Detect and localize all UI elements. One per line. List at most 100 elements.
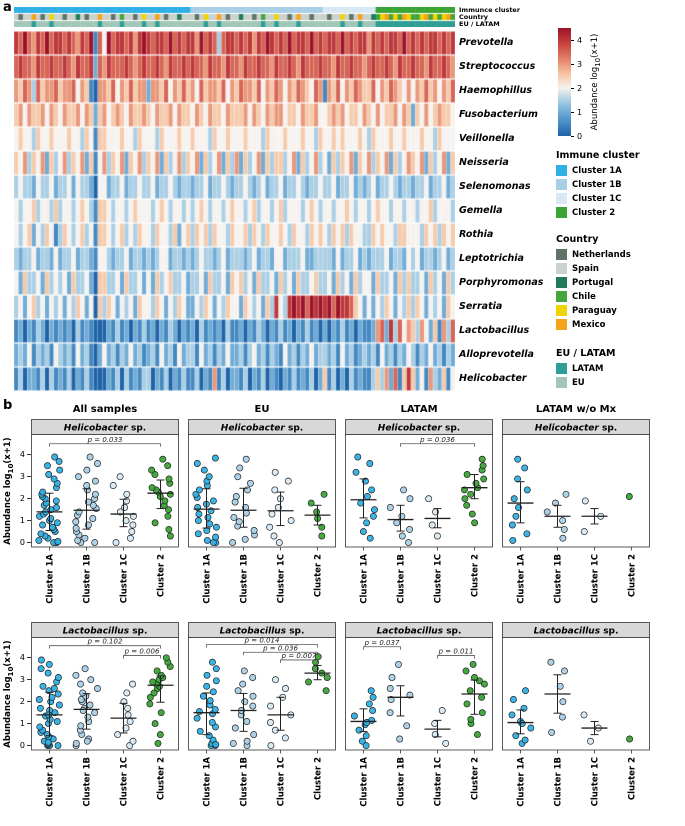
data-point <box>249 674 257 681</box>
data-point <box>463 471 471 478</box>
legend-entry: Cluster 1A <box>556 164 622 177</box>
y-tickmark <box>27 476 31 478</box>
data-point <box>91 477 99 485</box>
legend-label: Netherlands <box>572 249 631 260</box>
data-point <box>350 712 358 720</box>
x-tick-label: Cluster 2 <box>314 757 324 800</box>
heatmap-row-label: Streptococcus <box>459 61 536 72</box>
data-point <box>371 506 378 514</box>
data-point <box>72 671 80 679</box>
legend-swatch <box>556 193 567 204</box>
data-point <box>467 490 475 498</box>
y-tick-label: 3 <box>19 472 25 482</box>
data-point <box>55 457 63 465</box>
heatmap-canvas <box>14 31 455 391</box>
data-point <box>387 696 395 703</box>
data-point <box>249 692 257 700</box>
p-value-label: p = 0.033 <box>87 436 123 444</box>
data-point <box>35 696 43 703</box>
data-point <box>91 709 99 717</box>
data-point <box>206 697 214 705</box>
data-point <box>403 722 411 730</box>
colorbar-tick-label: 1 <box>577 107 583 117</box>
data-point <box>53 504 60 511</box>
strip-plot: Lactobacillus sp. Cluster 1A Cluster 1B Clu… <box>31 622 179 807</box>
annotation-bars <box>14 7 455 27</box>
data-point <box>200 466 208 474</box>
x-tick-label: Cluster 1A <box>517 757 527 807</box>
x-tick-label: Cluster 2 <box>157 554 167 597</box>
data-point <box>162 654 170 662</box>
data-point <box>77 722 85 730</box>
p-value-label: p = 0.036 <box>419 436 455 444</box>
data-point <box>194 517 202 525</box>
legend-label: Cluster 1B <box>572 179 622 190</box>
data-point <box>241 535 249 543</box>
panel-a-label: a <box>3 0 12 15</box>
data-point <box>463 501 471 509</box>
subplot-title: Helicobacter sp. <box>535 424 617 434</box>
data-point <box>231 724 239 732</box>
x-tick-label: Cluster 1B <box>554 554 564 604</box>
data-point <box>211 454 219 462</box>
data-point <box>543 508 551 516</box>
data-point <box>369 512 377 520</box>
data-point <box>39 488 47 496</box>
data-point <box>243 737 251 745</box>
legend-title: Country <box>556 234 599 245</box>
x-tick-label: Cluster 1C <box>591 554 601 603</box>
x-tick-label: Cluster 2 <box>314 554 324 597</box>
y-tickmark <box>27 723 31 725</box>
data-point <box>523 486 531 494</box>
data-point <box>562 490 570 498</box>
colorbar-tick-label: 3 <box>577 59 583 69</box>
data-point <box>166 490 174 498</box>
p-value-label: p = 0.011 <box>438 648 474 656</box>
data-point <box>480 475 488 483</box>
data-point <box>196 727 204 735</box>
p-value-label: p = 0.006 <box>124 648 160 656</box>
legend-title: EU / LATAM <box>556 348 616 359</box>
data-point <box>37 530 45 538</box>
data-point <box>558 713 566 721</box>
data-point <box>509 536 517 544</box>
legend-entry: LATAM <box>556 362 604 375</box>
heatmap-row-label: Helicobacter <box>459 373 527 384</box>
data-point <box>39 682 47 690</box>
y-tickmark <box>27 679 31 681</box>
y-tick-label: 0 <box>19 538 25 548</box>
data-point <box>241 698 249 706</box>
data-point <box>406 525 414 533</box>
legend-swatch <box>556 363 567 374</box>
data-point <box>194 530 202 538</box>
data-point <box>148 484 156 492</box>
x-tick-label: Cluster 1B <box>397 757 407 807</box>
data-point <box>363 719 371 726</box>
data-point <box>243 718 251 725</box>
data-point <box>91 539 99 547</box>
colorbar-tickmark <box>571 39 574 41</box>
data-point <box>393 519 401 527</box>
colorbar-tick-label: 0 <box>577 131 583 141</box>
data-point <box>580 711 588 719</box>
data-point <box>56 466 64 474</box>
data-point <box>552 499 559 507</box>
data-point <box>425 495 433 503</box>
data-point <box>122 724 130 732</box>
significance-bracket <box>206 644 318 648</box>
data-point <box>124 711 132 719</box>
colorbar-tick-label: 4 <box>577 35 583 45</box>
data-point <box>547 658 555 666</box>
legend-label: Cluster 1A <box>572 165 622 176</box>
data-point <box>358 737 366 745</box>
data-point <box>211 705 219 713</box>
data-point <box>362 742 370 750</box>
data-point <box>307 499 315 507</box>
data-point <box>129 680 137 688</box>
data-point <box>363 493 371 500</box>
data-point <box>406 495 414 503</box>
column-header: LATAM <box>400 404 438 415</box>
data-point <box>267 742 275 750</box>
legend-swatch <box>556 249 567 260</box>
x-tick-label: Cluster 1C <box>120 757 130 806</box>
